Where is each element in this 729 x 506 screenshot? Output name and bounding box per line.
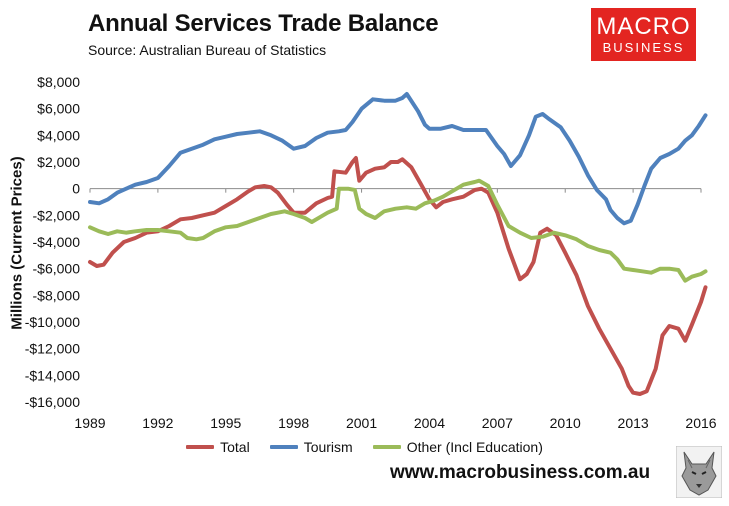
x-tick-label: 2016 xyxy=(685,415,716,431)
legend-label-other: Other (Incl Education) xyxy=(406,439,543,455)
x-tick-label: 2010 xyxy=(550,415,581,431)
chart-legend: Total Tourism Other (Incl Education) xyxy=(0,439,729,455)
legend-item-other: Other (Incl Education) xyxy=(372,439,543,455)
y-axis: $8,000 $6,000 $4,000 $2,000 0 -$2,000 -$4,000 -… xyxy=(25,74,80,410)
line-chart: $8,000 $6,000 $4,000 $2,000 0 -$2,000 -$4,000 -… xyxy=(25,74,717,431)
series-lines xyxy=(88,92,708,396)
website-url: www.macrobusiness.com.au xyxy=(390,462,651,483)
series-line-tourism xyxy=(88,92,708,226)
series-line-total xyxy=(88,156,708,396)
macrobusiness-logo: MACRO BUSINESS xyxy=(591,8,696,61)
y-tick-label: -$14,000 xyxy=(25,367,80,383)
legend-label-tourism: Tourism xyxy=(303,439,353,455)
logo-line-1: MACRO xyxy=(596,13,691,40)
y-tick-label: -$12,000 xyxy=(25,341,80,357)
legend-item-total: Total xyxy=(186,439,250,455)
x-tick-label: 2007 xyxy=(482,415,513,431)
y-tick-label: -$10,000 xyxy=(25,314,80,330)
x-tick-label: 1998 xyxy=(278,415,309,431)
x-axis: 1989 1992 1995 1998 2001 2004 2007 2010 2013 2016 xyxy=(74,188,717,431)
chart-title: Annual Services Trade Balance xyxy=(88,10,439,37)
x-tick-label: 1995 xyxy=(210,415,241,431)
legend-swatch-other xyxy=(372,445,401,449)
y-tick-label: $8,000 xyxy=(37,74,80,90)
x-tick-label: 2013 xyxy=(618,415,649,431)
y-tick-label: $6,000 xyxy=(37,101,80,117)
y-tick-label: -$8,000 xyxy=(33,287,81,303)
y-tick-label: -$6,000 xyxy=(33,261,81,277)
wolf-mascot-icon xyxy=(676,446,722,498)
x-tick-label: 1992 xyxy=(142,415,173,431)
y-tick-label: -$4,000 xyxy=(33,234,81,250)
legend-swatch-tourism xyxy=(269,445,298,449)
x-tick-label: 1989 xyxy=(74,415,105,431)
y-tick-label: 0 xyxy=(72,181,80,197)
chart-source: Source: Australian Bureau of Statistics xyxy=(88,42,327,58)
logo-line-2: BUSINESS xyxy=(602,40,685,55)
legend-swatch-total xyxy=(186,445,215,449)
y-tick-label: -$16,000 xyxy=(25,394,80,410)
y-tick-label: $2,000 xyxy=(37,154,80,170)
series-line-other xyxy=(88,178,708,283)
legend-item-tourism: Tourism xyxy=(269,439,353,455)
legend-label-total: Total xyxy=(220,439,250,455)
x-tick-label: 2004 xyxy=(414,415,445,431)
x-tick-label: 2001 xyxy=(346,415,377,431)
y-tick-label: -$2,000 xyxy=(33,207,81,223)
y-tick-label: $4,000 xyxy=(37,127,80,143)
